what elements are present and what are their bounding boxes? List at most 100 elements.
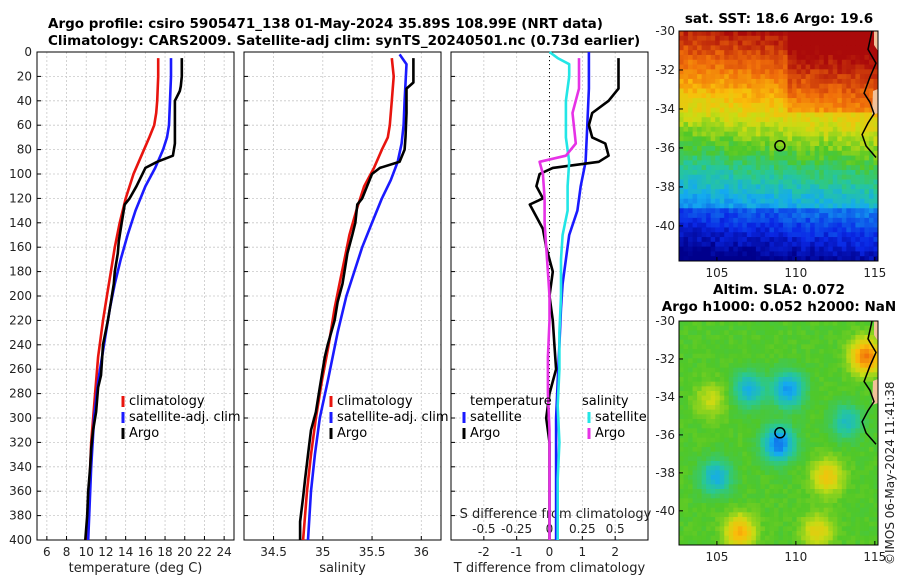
map-cell — [733, 237, 739, 243]
map-cell — [855, 367, 861, 373]
map-cell — [728, 69, 734, 75]
map-cell — [783, 69, 788, 75]
map-cell — [769, 141, 775, 147]
map-cell — [823, 419, 829, 425]
map-cell — [828, 531, 834, 537]
map-cell — [760, 169, 766, 176]
map-cell — [679, 35, 684, 41]
map-cell — [850, 339, 856, 345]
map-cell — [692, 507, 698, 513]
map-cell — [841, 213, 847, 219]
map-cell — [814, 517, 820, 523]
map-cell — [778, 325, 784, 331]
map-cell — [819, 484, 825, 490]
map-cell — [868, 381, 874, 387]
map-cell — [751, 93, 757, 99]
map-cell — [832, 349, 838, 355]
map-cell — [755, 503, 761, 509]
map-cell — [778, 150, 784, 156]
map-cell — [755, 102, 761, 109]
map-cell — [792, 475, 797, 481]
map-cell — [837, 78, 843, 85]
map-cell — [724, 141, 730, 147]
map-cell — [751, 251, 757, 257]
map-cell — [796, 232, 802, 238]
map-cell — [728, 433, 734, 439]
map-cell — [859, 179, 865, 185]
map-cell — [837, 451, 843, 457]
map-cell — [733, 447, 739, 453]
map-cell — [873, 451, 879, 457]
map-cell — [710, 64, 716, 70]
map-cell — [719, 160, 725, 166]
map-cell — [801, 98, 807, 104]
map-cell — [733, 475, 739, 481]
map-cell — [719, 193, 725, 200]
map-cell — [814, 88, 820, 94]
map-cell — [873, 217, 879, 224]
map-cell — [846, 45, 852, 51]
map-cell — [810, 344, 816, 350]
map-cell — [796, 475, 802, 481]
map-cell — [742, 423, 748, 429]
map-cell — [737, 470, 743, 476]
map-cell — [873, 414, 879, 420]
map-cell — [751, 117, 757, 123]
map-cell — [778, 69, 784, 75]
map-cell — [697, 465, 703, 471]
map-cell — [837, 465, 843, 471]
map-cell — [755, 107, 761, 113]
map-cell — [792, 386, 797, 392]
map-cell — [692, 503, 698, 509]
legend3-sal-satellite-label: satellite — [595, 410, 647, 425]
map-cell — [828, 367, 834, 373]
map-cell — [692, 203, 698, 209]
map-cell — [679, 203, 684, 209]
map-cell — [742, 428, 748, 434]
map-cell — [719, 136, 725, 142]
map-cell — [760, 344, 766, 350]
map-cell — [728, 503, 734, 509]
map-cell — [859, 64, 865, 70]
map-cell — [715, 40, 721, 46]
map-cell — [850, 69, 856, 75]
map-cell — [814, 83, 820, 89]
map-cell — [810, 507, 816, 513]
map-cell — [855, 423, 861, 429]
y-tick-label: 220 — [9, 313, 32, 327]
map-cell — [814, 461, 820, 467]
map-cell — [778, 174, 784, 180]
map-cell — [859, 475, 865, 481]
map-cell — [778, 517, 784, 523]
map-cell — [819, 517, 825, 523]
map-cell — [787, 40, 793, 46]
map-cell — [855, 107, 861, 113]
map-cell — [841, 136, 847, 142]
map-cell — [868, 165, 874, 171]
map-cell — [832, 213, 838, 219]
map-cell — [755, 465, 761, 471]
map-cell — [751, 405, 757, 411]
map-cell — [823, 146, 829, 152]
map-cell — [814, 367, 820, 373]
map-cell — [787, 74, 793, 80]
map-cell — [846, 517, 852, 523]
map-cell — [864, 367, 870, 373]
map-cell — [683, 241, 689, 248]
map-cell — [737, 526, 743, 532]
series-line-climatology — [301, 57, 396, 541]
map-cell — [728, 517, 734, 523]
map-cell — [760, 335, 766, 341]
map-cell — [688, 335, 693, 341]
map-cell — [814, 126, 820, 133]
map-cell — [832, 64, 838, 70]
map-cell — [728, 131, 734, 137]
map-cell — [810, 414, 816, 420]
map-cell — [778, 232, 784, 238]
map-cell — [737, 246, 743, 252]
map-cell — [828, 428, 834, 434]
map-cell — [819, 391, 825, 397]
map-cell — [701, 222, 707, 228]
map-cell — [819, 160, 825, 166]
map-cell — [796, 540, 802, 546]
